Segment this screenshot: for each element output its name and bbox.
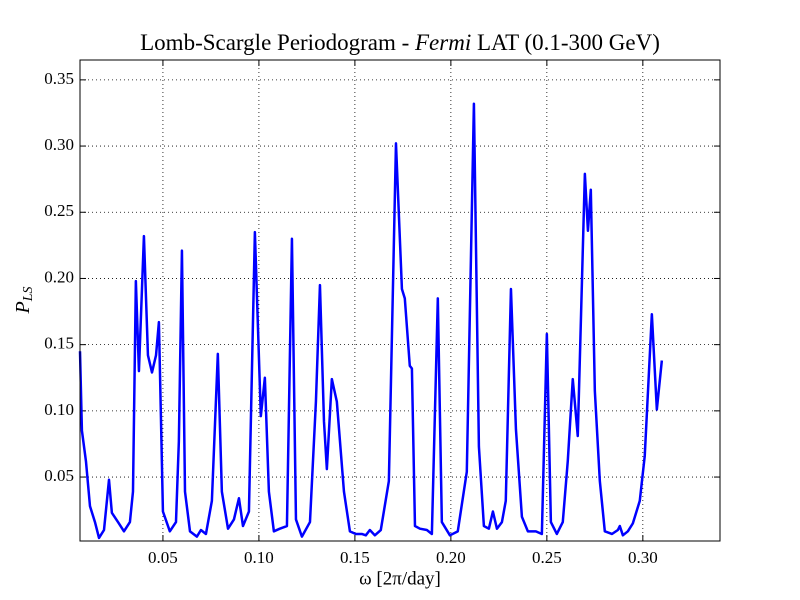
x-tick-label: 0.25 [532,548,562,567]
y-axis-label: PLS [12,286,37,314]
y-tick-label: 0.10 [44,400,74,419]
y-tick-label: 0.25 [44,201,74,220]
x-tick-label: 0.15 [340,548,370,567]
y-tick-label: 0.30 [44,135,74,154]
y-label-part: LS [21,286,36,302]
y-tick-label: 0.20 [44,267,74,286]
y-tick-label: 0.05 [44,466,74,485]
x-tick-label: 0.05 [148,548,178,567]
x-tick-label: 0.30 [628,548,658,567]
chart-title: Lomb-Scargle Periodogram - Fermi LAT (0.… [140,30,660,55]
line-series [78,102,664,540]
plot-frame [79,59,721,542]
title-part: Lomb-Scargle Periodogram - [140,30,415,55]
x-tick-label: 0.20 [436,548,466,567]
title-part: LAT (0.1-300 GeV) [471,30,660,55]
title-part: Fermi [414,30,471,55]
x-tick-label: 0.10 [244,548,274,567]
x-axis-label: ω [2π/day] [359,568,441,589]
y-label-part: P [12,301,34,314]
y-tick-label: 0.15 [44,334,74,353]
y-tick-label: 0.35 [44,69,74,88]
